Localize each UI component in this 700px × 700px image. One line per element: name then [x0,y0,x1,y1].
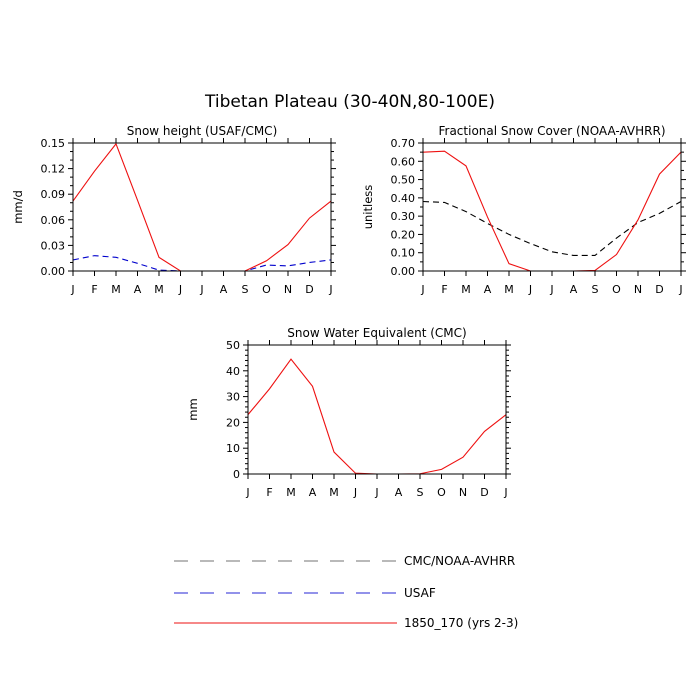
y-axis-label: unitless [361,185,375,230]
y-tick-label: 20 [226,416,240,429]
x-tick-label: J [353,486,357,499]
series-line-cmc-noaa-avhrr [422,200,682,257]
x-tick-label: S [592,283,599,296]
x-tick-label: J [678,283,682,296]
series-line-usaf [72,255,332,272]
y-tick-label: 0.12 [41,163,66,176]
series-line-1850-170-yrs-2-3 [72,142,332,272]
x-tick-label: D [655,283,663,296]
x-tick-label: J [503,486,507,499]
x-tick-label: A [395,486,403,499]
x-tick-label: J [328,283,332,296]
y-tick-label: 40 [226,365,240,378]
x-tick-label: A [134,283,142,296]
y-tick-label: 0.70 [391,137,416,150]
x-tick-label: A [309,486,317,499]
x-tick-label: J [549,283,553,296]
x-tick-label: M [111,283,121,296]
y-tick-label: 0.15 [41,137,66,150]
y-axis-label: mm [186,398,200,420]
panel-snow-water-equivalent: Snow Water Equivalent (CMC) mm 0 10 20 30 40 50… [186,326,511,499]
x-tick-label: F [266,486,272,499]
x-tick-label: J [70,283,74,296]
y-tick-label: 0.10 [391,247,416,260]
y-tick-label: 0.20 [391,228,416,241]
y-tick-label: 0.03 [41,239,66,252]
x-tick-label: D [305,283,313,296]
x-tick-label: A [484,283,492,296]
y-tick-label: 0.00 [391,265,416,278]
legend-label: 1850_170 (yrs 2-3) [404,616,518,630]
x-tick-label: J [245,486,249,499]
figure-title: Tibetan Plateau (30-40N,80-100E) [204,92,495,112]
x-tick-label: O [262,283,271,296]
plot-frame [72,142,332,272]
y-tick-label: 10 [226,442,240,455]
y-tick-label: 0.30 [391,210,416,223]
x-tick-label: M [461,283,471,296]
x-tick-label: J [374,486,378,499]
x-tick-label: D [480,486,488,499]
series-line-1850-170-yrs-2-3 [422,150,682,272]
y-tick-label: 0.40 [391,192,416,205]
x-tick-label: A [570,283,578,296]
panel-title: Snow Water Equivalent (CMC) [287,326,466,340]
x-tick-label: J [178,283,182,296]
y-tick-label: 0.60 [391,155,416,168]
x-tick-label: A [220,283,228,296]
y-tick-label: 0.50 [391,174,416,187]
x-tick-label: M [286,486,296,499]
panel-title: Snow height (USAF/CMC) [127,124,278,138]
x-tick-label: J [199,283,203,296]
x-tick-label: O [612,283,621,296]
x-tick-label: M [154,283,164,296]
x-tick-label: N [634,283,642,296]
x-tick-label: O [437,486,446,499]
legend-label: USAF [404,586,436,600]
y-tick-label: 0.00 [41,265,66,278]
x-tick-label: F [441,283,447,296]
x-tick-label: N [284,283,292,296]
panel-title: Fractional Snow Cover (NOAA-AVHRR) [438,124,665,138]
x-tick-label: S [417,486,424,499]
y-axis-label: mm/d [11,190,25,224]
y-tick-label: 30 [226,391,240,404]
series-line-1850-170-yrs-2-3 [247,358,507,475]
x-tick-label: J [420,283,424,296]
panel-snow-height: Snow height (USAF/CMC) mm/d 0.00 0.03 0.06 0.… [11,124,336,296]
x-tick-label: J [528,283,532,296]
x-tick-label: S [242,283,249,296]
y-tick-label: 0.06 [41,214,66,227]
y-tick-label: 50 [226,339,240,352]
y-tick-label: 0 [233,468,240,481]
panel-fractional-snow-cover: Fractional Snow Cover (NOAA-AVHRR) unitle… [361,124,686,296]
x-tick-label: F [91,283,97,296]
x-tick-label: M [329,486,339,499]
legend-label: CMC/NOAA-AVHRR [404,554,515,568]
legend: CMC/NOAA-AVHRR USAF 1850_170 (yrs 2-3) [174,554,518,630]
x-tick-label: N [459,486,467,499]
x-tick-label: M [504,283,514,296]
plot-frame [422,142,682,272]
y-tick-label: 0.09 [41,188,66,201]
